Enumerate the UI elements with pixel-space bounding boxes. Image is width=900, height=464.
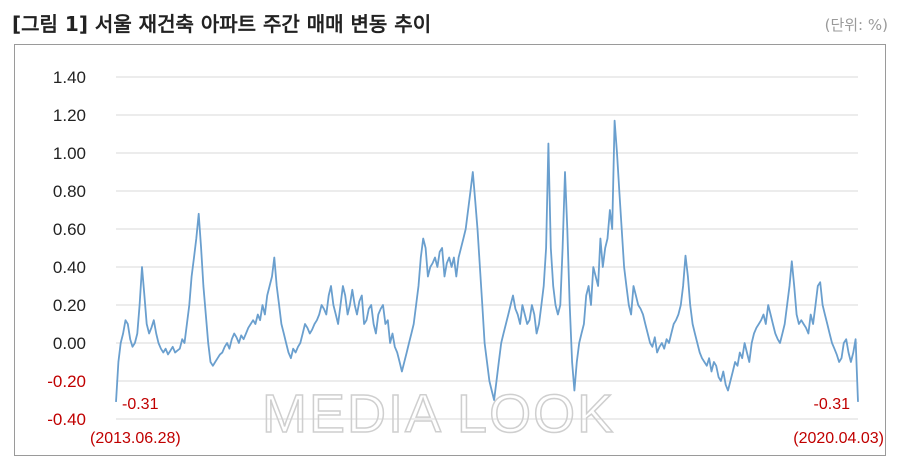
y-tick-label: 0.20 [53, 296, 86, 315]
y-tick-label: 1.20 [53, 106, 86, 125]
y-tick-label: -0.40 [47, 410, 86, 429]
gridlines [116, 76, 858, 420]
y-tick-label: 0.60 [53, 220, 86, 239]
unit-label: (단위: %) [824, 16, 888, 34]
y-tick-label: 1.00 [53, 144, 86, 163]
watermark: MEDIA LOOK [261, 383, 615, 445]
start-value-label: -0.31 [122, 396, 159, 413]
y-tick-label: 0.80 [53, 182, 86, 201]
y-axis-ticks: -0.40 -0.20 0.00 0.20 0.40 0.60 0.80 1.00 1.20 1.… [47, 68, 86, 429]
y-tick-label: 0.40 [53, 258, 86, 277]
y-tick-label: -0.20 [47, 372, 86, 391]
annotations: -0.31 -0.31 (2013.06.28) (2020.04.03) [90, 396, 884, 447]
x-start-label: (2013.06.28) [90, 430, 181, 447]
series-line [115, 119, 859, 402]
chart-header: [그림 1] 서울 재건축 아파트 주간 매매 변동 추이 (단위: %) [0, 0, 900, 44]
chart-title: [그림 1] 서울 재건축 아파트 주간 매매 변동 추이 [12, 12, 432, 36]
end-value-label: -0.31 [814, 396, 851, 413]
y-tick-label: 1.40 [53, 68, 86, 87]
watermark-text: MEDIA LOOK [262, 384, 615, 444]
x-end-label: (2020.04.03) [793, 430, 884, 447]
chart-frame [14, 44, 886, 456]
y-tick-label: 0.00 [53, 334, 86, 353]
